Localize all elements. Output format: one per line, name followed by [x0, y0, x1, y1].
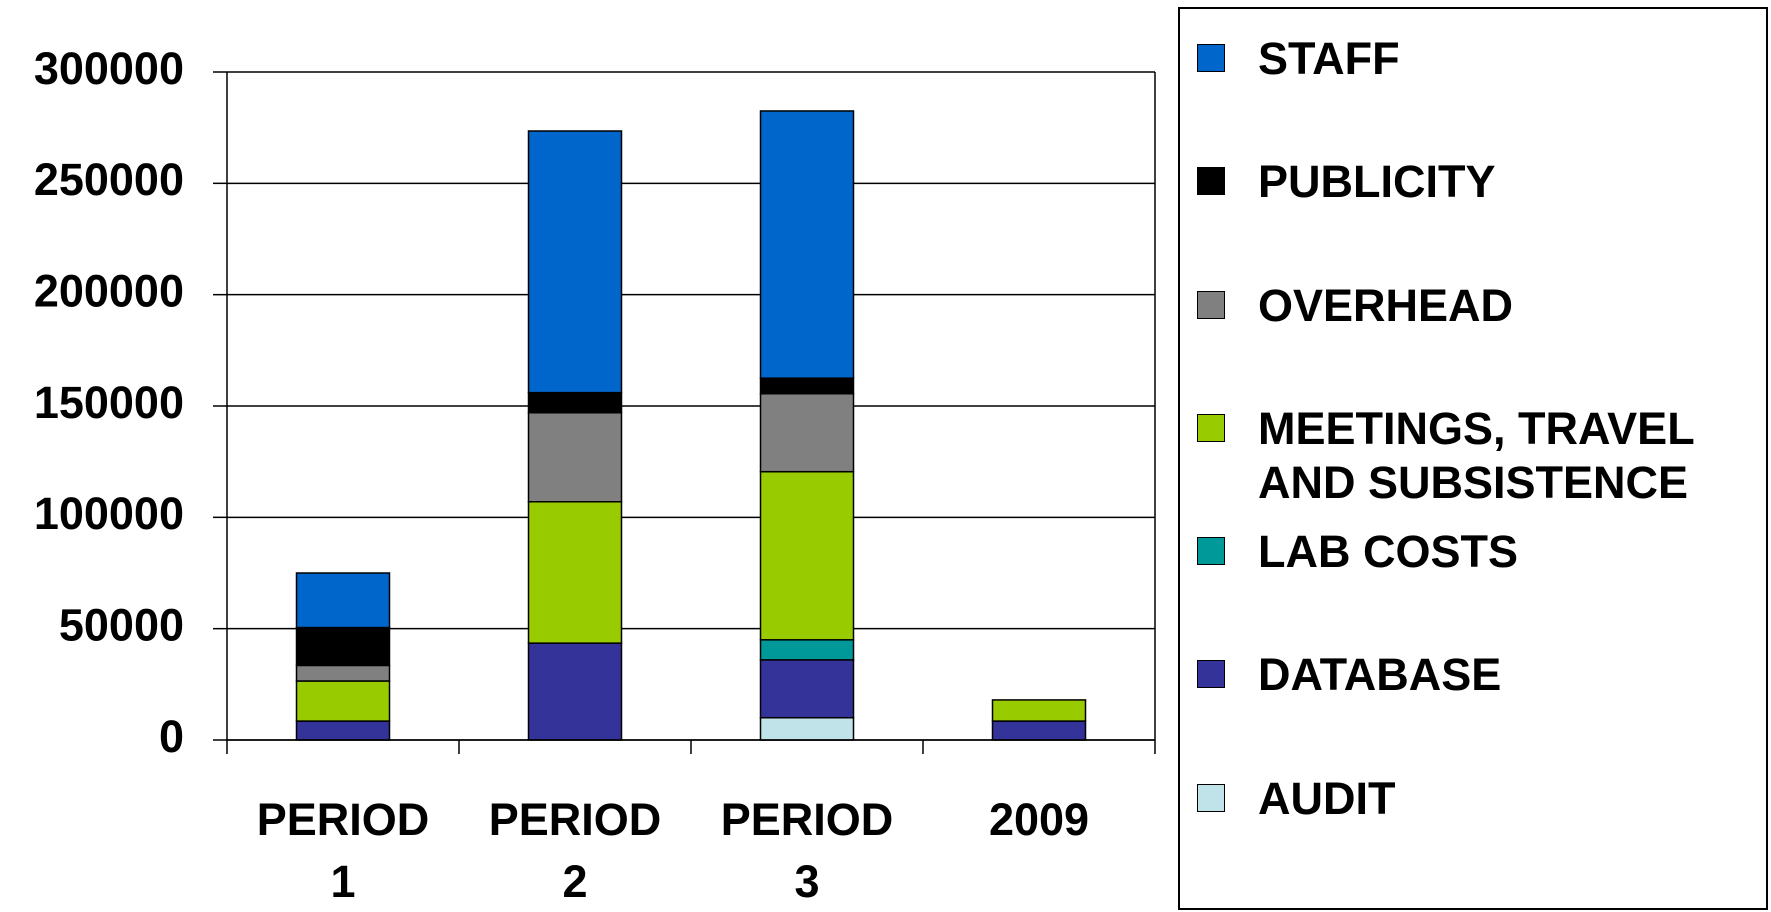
legend-label: PUBLICITY	[1258, 156, 1496, 208]
legend-label: LAB COSTS	[1258, 526, 1519, 578]
bar-segment	[527, 391, 623, 414]
legend-swatch	[1197, 783, 1225, 812]
legend-label: AUDIT	[1258, 772, 1396, 824]
bar-segment	[527, 500, 623, 644]
legend-swatch	[1197, 167, 1225, 196]
legend-swatch	[1197, 537, 1225, 566]
legend-label: MEETINGS, TRAVEL AND SUBSISTENCE	[1258, 402, 1694, 508]
legend-swatch	[1197, 413, 1225, 442]
legend-label: STAFF	[1258, 33, 1400, 84]
bar-segment	[759, 716, 855, 741]
x-tick-label: PERIOD 3	[720, 794, 894, 907]
legend-label: OVERHEAD	[1258, 279, 1514, 331]
x-tick-label: PERIOD 2	[488, 794, 662, 907]
y-tick-label: 250000	[34, 154, 184, 205]
bar-segment	[527, 411, 623, 503]
x-tick-label: 2009	[988, 794, 1090, 845]
legend: STAFF PUBLICITY OVERHEAD MEETINGS, TRAVEL A…	[1178, 7, 1768, 910]
bar-segment	[759, 639, 855, 661]
legend-label: DATABASE	[1258, 649, 1502, 701]
y-tick-label: 150000	[34, 377, 184, 428]
bar-segment	[527, 642, 623, 741]
y-tick-label: 100000	[34, 488, 184, 539]
y-tick-label: 200000	[34, 266, 184, 317]
bar-segment	[295, 720, 391, 741]
bar-segment	[991, 720, 1087, 741]
bar-segment	[295, 664, 391, 682]
legend-swatch	[1197, 660, 1225, 689]
bar-segment	[759, 659, 855, 719]
legend-swatch	[1197, 44, 1225, 72]
bar-segment	[759, 470, 855, 641]
y-tick-label: 300000	[34, 43, 184, 94]
bar-segment	[295, 572, 391, 629]
bar-segment	[759, 393, 855, 473]
y-tick-label: 0	[159, 711, 184, 762]
bar-segment	[295, 626, 391, 667]
x-tick-label: PERIOD 1	[256, 794, 430, 907]
bar-segment	[991, 699, 1087, 722]
bar-segment	[759, 377, 855, 395]
bar-segment	[295, 680, 391, 722]
bar-segment	[759, 110, 855, 379]
legend-swatch	[1197, 290, 1225, 319]
y-tick-label: 50000	[59, 600, 184, 651]
bar-segment	[527, 130, 623, 394]
